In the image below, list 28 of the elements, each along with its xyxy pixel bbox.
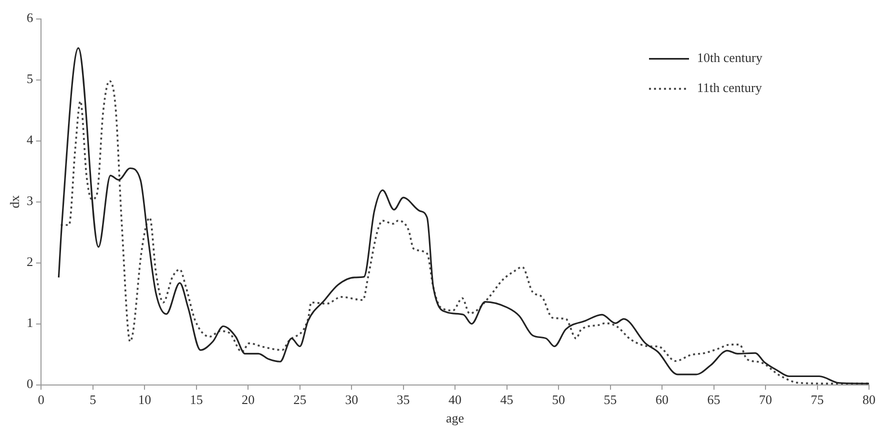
x-tick-label: 0 bbox=[38, 392, 44, 408]
x-tick-label: 70 bbox=[759, 392, 772, 408]
x-tick-label: 65 bbox=[707, 392, 720, 408]
y-axis-title: dx bbox=[7, 194, 22, 208]
y-tick-label: 5 bbox=[26, 71, 34, 86]
x-tick-label: 45 bbox=[500, 392, 514, 408]
x-tick-label: 10 bbox=[138, 392, 152, 408]
legend-label: 11th century bbox=[697, 80, 762, 96]
x-tick-label: 20 bbox=[242, 392, 255, 408]
y-tick-label: 6 bbox=[26, 10, 34, 26]
x-tick-label: 5 bbox=[90, 392, 96, 408]
x-tick-label: 25 bbox=[293, 392, 306, 408]
x-tick-label: 15 bbox=[190, 392, 203, 408]
y-tick-label: 0 bbox=[26, 376, 34, 392]
x-tick-label: 75 bbox=[810, 392, 824, 408]
y-tick-label: 1 bbox=[26, 315, 34, 330]
x-tick-label: 60 bbox=[656, 392, 669, 408]
y-tick-label: 4 bbox=[26, 132, 34, 148]
x-tick-label: 50 bbox=[552, 392, 566, 408]
x-axis-title: age bbox=[446, 410, 464, 426]
y-tick-label: 3 bbox=[26, 193, 34, 208]
x-tick-label: 30 bbox=[345, 392, 358, 408]
x-tick-label: 80 bbox=[862, 392, 876, 408]
x-tick-label: 40 bbox=[448, 392, 462, 408]
y-tick-label: 2 bbox=[26, 254, 34, 270]
x-tick-label: 55 bbox=[604, 392, 617, 408]
legend-label: 10th century bbox=[697, 50, 763, 66]
x-tick-label: 35 bbox=[396, 392, 410, 408]
